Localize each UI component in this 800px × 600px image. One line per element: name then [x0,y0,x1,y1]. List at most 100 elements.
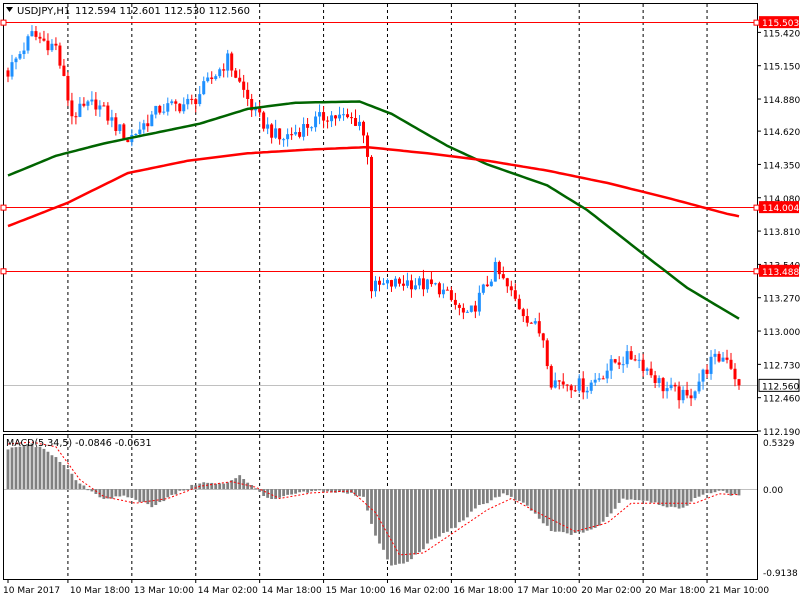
macd-bar [701,489,705,495]
candle-body [477,292,481,312]
macd-tick-label: 0.5329 [763,439,795,449]
level-label-box [759,16,799,29]
candle-body [381,283,385,285]
macd-bar [238,475,242,490]
candle-body [537,321,541,334]
candle-body [258,108,262,113]
time-tick-label: 21 Mar 10:00 [709,586,769,596]
macd-bar [294,489,298,494]
candle-body [621,364,625,366]
macd-bar [613,489,617,509]
macd-bar [278,489,282,498]
macd-bar [473,489,477,509]
macd-bar [589,489,593,530]
macd-bar [553,489,557,532]
candle-body [238,77,242,82]
macd-bar [314,489,317,491]
candle-body [633,359,637,361]
macd-bar [126,489,130,498]
candle-body [138,129,142,134]
candle-body [18,54,22,59]
macd-bar [358,489,361,497]
macd-bar [617,489,621,503]
candle-body [342,114,346,116]
candle-body [509,286,513,291]
time-tick-label: 13 Mar 10:00 [134,586,194,596]
macd-bar [170,489,174,495]
candle-body [629,351,633,360]
candle-body [134,133,138,135]
macd-bar [410,489,413,560]
candle-body [397,278,401,284]
macd-bar [557,489,561,532]
macd-bar [509,489,513,497]
candle-body [709,356,713,374]
macd-bar [134,489,138,500]
candle-body [370,156,374,292]
macd-bar [565,489,569,534]
candle-body [90,99,94,102]
candle-body [393,278,397,287]
macd-bar [370,489,373,524]
chart-symbol: USDJPY,H1 [17,6,70,17]
macd-bar [166,489,170,498]
candle-body [729,359,733,369]
candle-body [298,132,302,137]
macd-bar [537,489,541,519]
candle-body [66,75,70,101]
time-tick-label: 20 Mar 18:00 [645,586,705,596]
macd-bar [326,489,329,492]
macd-bar [713,489,717,493]
candle-body [78,103,82,117]
candle-body [222,69,226,71]
macd-bar [246,482,250,490]
candle-body [218,69,222,77]
macd-bar [545,489,549,526]
candle-body [649,368,653,376]
candle-body [473,305,477,312]
macd-bar [717,489,721,491]
macd-bar [449,489,453,529]
level-label-box [759,201,799,214]
macd-bar [14,447,18,490]
candle-body [326,120,330,122]
candle-body [465,311,469,313]
current-price-text: 112.560 [762,382,799,392]
candle-body [489,281,493,287]
candle-body [122,124,126,140]
price-tick-label: 114.080 [763,195,800,205]
candle-body [22,50,26,55]
candle-body [30,31,34,37]
price-tick-label: 112.460 [763,395,800,405]
candle-body [681,389,685,401]
price-tick-label: 114.620 [763,128,800,138]
candle-body [194,99,198,105]
macd-bar [354,489,357,496]
macd-bar [457,489,461,523]
macd-bar [581,489,585,533]
candle-body [609,359,613,371]
macd-bar [609,489,613,514]
macd-bar [489,489,493,501]
candle-body [445,289,449,291]
macd-bar [10,447,14,490]
candle-body [310,127,314,129]
candle-body [102,105,106,107]
candle-body [637,359,641,361]
candle-body [669,384,673,389]
candle-body [685,389,689,396]
macd-bar [218,483,222,490]
macd-bar [254,488,258,490]
macd-bar [477,489,481,505]
macd-bar [445,489,449,532]
candle-body [601,378,605,380]
macd-bar [262,489,266,497]
macd-bar [729,489,733,496]
macd-bar [390,489,393,566]
candle-body [302,124,306,137]
dropdown-triangle-icon[interactable] [6,7,13,12]
candle-body [206,77,210,82]
candle-body [202,81,206,95]
candle-body [46,40,50,51]
macd-bar [290,489,294,495]
